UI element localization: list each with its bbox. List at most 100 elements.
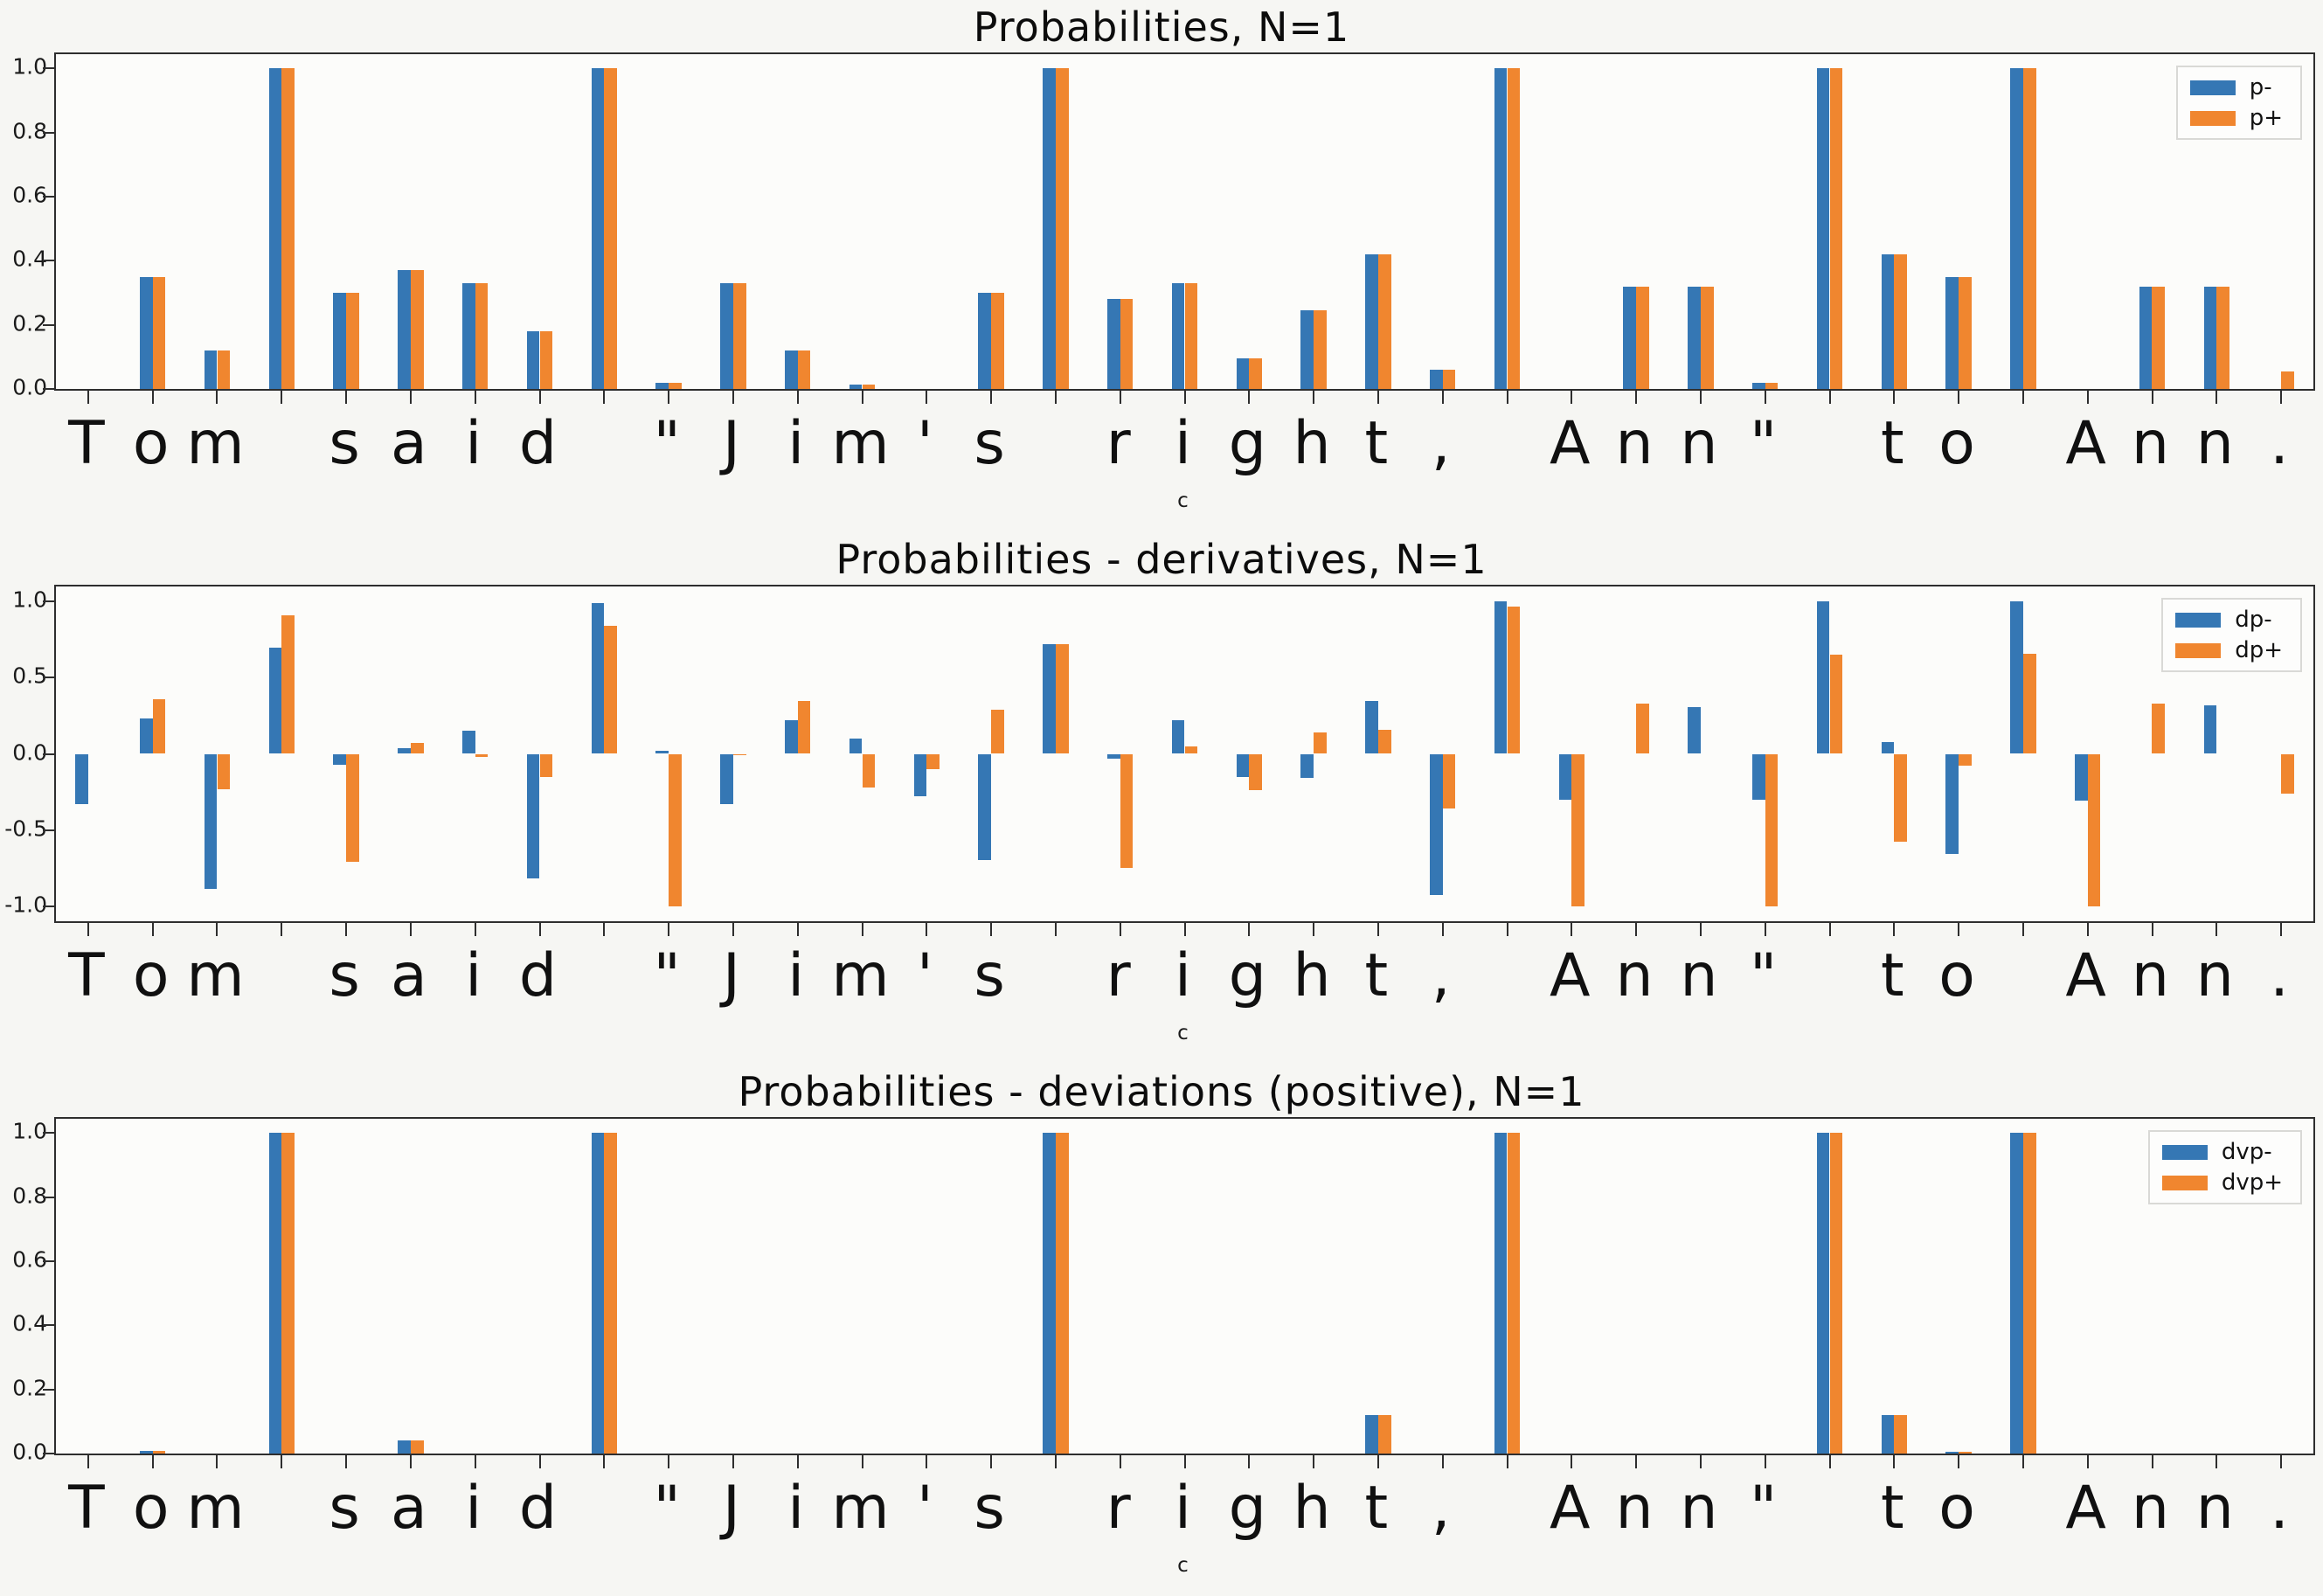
legend-label: p- — [2249, 74, 2272, 101]
y-tick-label: 1.0 — [12, 1118, 47, 1144]
x-tick-label: J — [722, 409, 740, 478]
y-tick-mark — [43, 196, 54, 198]
x-tick-mark — [1119, 391, 1121, 404]
bar-dp- — [526, 753, 540, 879]
x-tick-mark — [1828, 923, 1831, 936]
y-tick-mark — [43, 829, 54, 831]
legend-label: p+ — [2249, 105, 2283, 131]
y-tick-label: 0.8 — [12, 1183, 47, 1209]
x-tick-label: o — [1938, 1474, 1975, 1543]
bar-p+ — [281, 68, 295, 389]
x-tick-mark — [861, 1455, 863, 1468]
x-tick-mark — [1441, 391, 1444, 404]
bar-p- — [333, 293, 347, 389]
y-tick-label: 0.0 — [12, 739, 47, 765]
x-tick-label: m — [186, 1474, 245, 1543]
y-tick-label: 1.0 — [12, 586, 47, 613]
bar-dp- — [1688, 706, 1701, 754]
x-tick-label: n — [2131, 409, 2170, 478]
legend: dvp- dvp+ — [2147, 1130, 2302, 1204]
bar-dp- — [268, 647, 282, 754]
bar-p+ — [2216, 286, 2230, 389]
x-tick-mark — [2021, 923, 2024, 936]
x-tick-mark — [603, 391, 606, 404]
legend-entry: dp- — [2175, 608, 2283, 631]
x-axis-label: c — [1177, 1022, 1189, 1044]
bar-dvp+ — [281, 1133, 295, 1454]
bar-p- — [655, 382, 669, 389]
x-tick-label: o — [132, 1474, 170, 1543]
bar-dp- — [204, 753, 218, 890]
bar-p- — [1816, 68, 1830, 389]
x-tick-label: i — [1175, 941, 1191, 1010]
x-tick-label: T — [68, 941, 105, 1010]
y-tick-mark — [43, 1388, 54, 1391]
bar-p+ — [1829, 68, 1843, 389]
x-tick-label: a — [391, 941, 427, 1010]
x-tick-mark — [151, 391, 154, 404]
x-tick-mark — [409, 923, 412, 936]
bar-dp+ — [410, 743, 424, 754]
bar-p+ — [1636, 286, 1649, 389]
x-axis-label: c — [1177, 1554, 1189, 1577]
x-tick-mark — [281, 1455, 283, 1468]
bar-dvp- — [2010, 1133, 2023, 1454]
x-tick-label: n — [1680, 1474, 1718, 1543]
bar-p- — [204, 350, 218, 389]
x-tick-mark — [796, 1455, 799, 1468]
x-tick-mark — [990, 391, 993, 404]
x-tick-label: h — [1293, 409, 1331, 478]
x-tick-label: s — [974, 1474, 1005, 1543]
plot-area: dp- dp+ — [43, 585, 2315, 936]
legend-swatch-blue — [2161, 1144, 2208, 1160]
x-tick-label: " — [653, 1474, 681, 1543]
y-tick-mark — [43, 1132, 54, 1135]
bar-dp- — [591, 603, 605, 754]
x-tick-mark — [87, 391, 89, 404]
x-tick-label: n — [2195, 1474, 2234, 1543]
bar-p+ — [152, 276, 166, 389]
bar-p+ — [1314, 310, 1327, 389]
x-tick-mark — [1893, 923, 1896, 936]
x-tick-label: s — [974, 409, 1005, 478]
y-tick-mark — [43, 677, 54, 679]
x-tick-label: J — [722, 1474, 740, 1543]
bar-dp- — [2010, 601, 2023, 754]
x-tick-mark — [926, 923, 928, 936]
bar-dp+ — [1442, 753, 1456, 809]
bar-dvp- — [268, 1133, 282, 1454]
y-tick-label: 0.6 — [12, 182, 47, 208]
y-tick-mark — [43, 1260, 54, 1263]
y-tick-mark — [43, 1196, 54, 1198]
x-tick-mark — [1441, 923, 1444, 936]
bar-p+ — [410, 270, 424, 389]
x-tick-label: " — [1750, 941, 1778, 1010]
bar-p+ — [604, 68, 618, 389]
legend-label: dp- — [2235, 607, 2272, 633]
x-tick-label: m — [831, 941, 890, 1010]
y-tick-label: 0.2 — [12, 310, 47, 337]
bar-p+ — [991, 293, 1004, 389]
legend-entry: p- — [2189, 74, 2283, 101]
bar-p- — [1300, 310, 1314, 389]
x-tick-mark — [1764, 923, 1766, 936]
x-tick-mark — [1699, 923, 1702, 936]
bar-p+ — [346, 293, 359, 389]
x-tick-mark — [1635, 391, 1638, 404]
panel-deviations: Probabilities - deviations (positive), N… — [0, 1065, 2323, 1596]
legend-label: dvp- — [2221, 1139, 2272, 1165]
chart-title: Probabilities - derivatives, N=1 — [836, 536, 1487, 583]
x-tick-label: n — [1680, 941, 1718, 1010]
bar-dvp- — [139, 1451, 153, 1454]
bar-dp+ — [1636, 704, 1649, 754]
bar-dp- — [2203, 704, 2217, 754]
y-tick-mark — [43, 905, 54, 907]
y-tick-mark — [43, 1453, 54, 1454]
bar-dp- — [1558, 753, 1572, 800]
bar-p+ — [1055, 68, 1069, 389]
bar-p- — [784, 350, 798, 389]
bar-dp+ — [604, 626, 618, 754]
y-tick-mark — [43, 388, 54, 390]
x-tick-label: s — [329, 1474, 360, 1543]
